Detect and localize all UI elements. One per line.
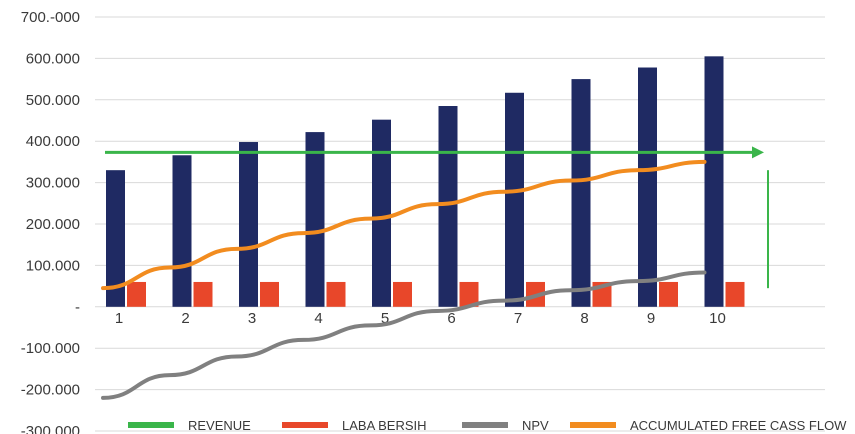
y-tick-label: 100.000	[26, 257, 80, 274]
laba-bersih-bar	[459, 281, 479, 307]
legend: REVENUE LABA BERSIH NPV ACCUMULATED FREE CA…	[128, 418, 847, 433]
x-tick-label: 3	[248, 310, 256, 327]
bars-group	[106, 56, 745, 307]
x-tick-label: 1	[115, 310, 123, 327]
revenue-bar	[704, 56, 724, 307]
revenue-bar	[438, 106, 458, 307]
x-tick-label: 2	[181, 310, 189, 327]
revenue-bar	[571, 79, 591, 307]
gridlines	[95, 16, 825, 432]
revenue-bar	[172, 155, 192, 307]
annotations-group	[105, 146, 769, 289]
revenue-bar	[239, 142, 258, 307]
y-tick-label: -100.000	[21, 340, 80, 357]
revenue-bar	[372, 119, 391, 307]
y-tick-label: -200.000	[21, 382, 80, 399]
x-tick-label: 8	[580, 310, 588, 327]
lines-group	[101, 159, 707, 400]
laba-bersih-bar	[193, 281, 213, 307]
accumulated-free-cash-flow-line	[101, 159, 707, 291]
y-tick-label: 600.000	[26, 50, 80, 67]
legend-label: ACCUMULATED FREE CASS FLOW	[630, 418, 847, 433]
laba-bersih-bar	[659, 281, 678, 307]
laba-bersih-bar	[326, 281, 346, 307]
y-tick-label: 200.000	[26, 216, 80, 233]
revenue-bar	[106, 170, 125, 307]
revenue-bar	[505, 92, 524, 307]
legend-swatch	[128, 422, 174, 428]
laba-bersih-bar	[127, 281, 146, 307]
legend-label: NPV	[522, 418, 549, 433]
x-tick-label: 5	[381, 310, 389, 327]
legend-label: REVENUE	[188, 418, 251, 433]
arrow-head-icon	[752, 146, 764, 159]
y-tick-label: 500.000	[26, 92, 80, 109]
x-tick-label: 9	[647, 310, 655, 327]
x-axis-labels: 1 2 3 4 5 6 7 8 9 10	[115, 310, 726, 327]
x-tick-label: 7	[514, 310, 522, 327]
x-tick-label: 10	[709, 310, 726, 327]
y-axis-labels: 700.-000 600.000 500.000 400.000 300.000 200.…	[21, 9, 80, 434]
legend-swatch	[462, 422, 508, 428]
legend-swatch	[570, 422, 616, 428]
y-tick-label: 700.-000	[21, 9, 80, 26]
revenue-bar	[305, 132, 325, 307]
y-tick-label: -300.000	[21, 423, 80, 434]
laba-bersih-bar	[393, 281, 412, 307]
npv-line	[101, 270, 707, 400]
laba-bersih-bar	[725, 281, 745, 307]
legend-swatch	[282, 422, 328, 428]
laba-bersih-bar	[260, 281, 279, 307]
y-tick-label: 300.000	[26, 175, 80, 192]
y-tick-label: -	[75, 299, 80, 316]
x-tick-label: 4	[314, 310, 322, 327]
legend-label: LABA BERSIH	[342, 418, 427, 433]
x-tick-label: 6	[447, 310, 455, 327]
y-tick-label: 400.000	[26, 133, 80, 150]
revenue-bar	[638, 67, 657, 307]
